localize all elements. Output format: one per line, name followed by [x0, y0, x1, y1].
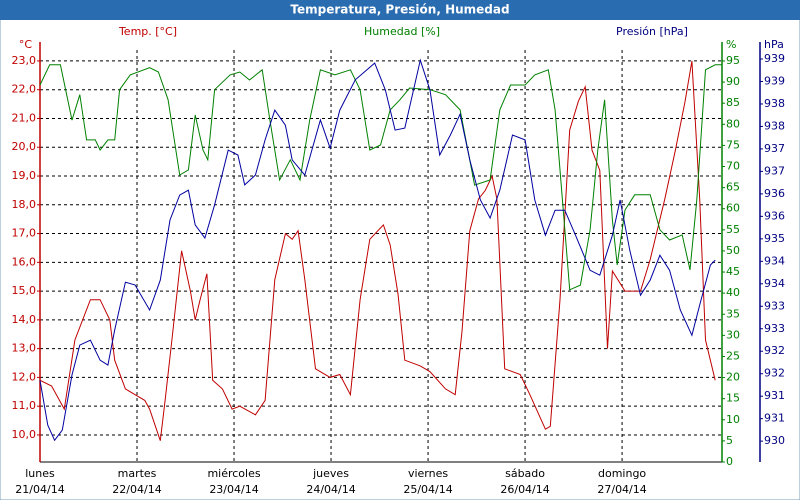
- x-tick-label: domingo: [598, 467, 646, 480]
- y-tick-label: 932: [764, 367, 785, 380]
- y-tick-label: 21,0: [12, 111, 37, 124]
- y-tick-label: 10: [726, 413, 740, 426]
- y-tick-label: 5: [726, 434, 733, 447]
- axis-unit: °C: [19, 38, 33, 51]
- y-tick-label: 13,0: [12, 342, 37, 355]
- y-tick-label: 939: [764, 74, 785, 87]
- y-tick-label: 934: [764, 277, 785, 290]
- x-tick-sublabel: 22/04/14: [112, 483, 161, 496]
- y-tick-label: 937: [764, 164, 785, 177]
- y-tick-label: 17,0: [12, 227, 37, 240]
- y-tick-label: 25: [726, 349, 740, 362]
- y-tick-label: 22,0: [12, 83, 37, 96]
- axis-title: Humedad [%]: [364, 25, 440, 38]
- y-tick-label: 15,0: [12, 284, 37, 297]
- axis-unit: %: [726, 38, 736, 51]
- y-tick-label: 20,0: [12, 140, 37, 153]
- y-tick-label: 80: [726, 117, 740, 130]
- y-tick-label: 12,0: [12, 370, 37, 383]
- y-tick-label: 35: [726, 307, 740, 320]
- y-tick-label: 11,0: [12, 399, 37, 412]
- y-tick-label: 939: [764, 52, 785, 65]
- title-bar: [0, 0, 800, 20]
- y-tick-label: 65: [726, 181, 740, 194]
- y-tick-label: 85: [726, 96, 740, 109]
- x-tick-label: miércoles: [207, 467, 260, 480]
- y-tick-label: 95: [726, 54, 740, 67]
- x-tick-label: jueves: [312, 467, 349, 480]
- y-tick-label: 936: [764, 187, 785, 200]
- chart-title: Temperatura, Presión, Humedad: [290, 3, 509, 17]
- y-tick-label: 931: [764, 389, 785, 402]
- y-tick-label: 14,0: [12, 313, 37, 326]
- x-tick-label: sábado: [505, 467, 545, 480]
- x-tick-label: viernes: [408, 467, 448, 480]
- y-tick-label: 40: [726, 286, 740, 299]
- x-tick-sublabel: 27/04/14: [597, 483, 646, 496]
- x-tick-sublabel: 26/04/14: [500, 483, 549, 496]
- x-tick-sublabel: 25/04/14: [403, 483, 452, 496]
- y-tick-label: 70: [726, 160, 740, 173]
- y-tick-label: 930: [764, 434, 785, 447]
- y-tick-label: 16,0: [12, 255, 37, 268]
- y-tick-label: 10,0: [12, 428, 37, 441]
- y-tick-label: 933: [764, 299, 785, 312]
- y-tick-label: 55: [726, 223, 740, 236]
- y-tick-label: 19,0: [12, 169, 37, 182]
- y-tick-label: 932: [764, 344, 785, 357]
- y-tick-label: 30: [726, 328, 740, 341]
- y-tick-label: 90: [726, 75, 740, 88]
- x-tick-sublabel: 24/04/14: [306, 483, 355, 496]
- y-tick-label: 933: [764, 322, 785, 335]
- axis-unit: hPa: [764, 38, 784, 51]
- data-line: [39, 58, 716, 442]
- y-tick-label: 60: [726, 202, 740, 215]
- axis-title: Presión [hPa]: [616, 25, 688, 38]
- axis-title: Temp. [°C]: [118, 25, 177, 38]
- y-tick-label: 20: [726, 371, 740, 384]
- y-tick-label: 931: [764, 412, 785, 425]
- x-tick-sublabel: 23/04/14: [209, 483, 258, 496]
- y-tick-label: 938: [764, 119, 785, 132]
- y-tick-label: 18,0: [12, 198, 37, 211]
- y-tick-label: 938: [764, 97, 785, 110]
- data-line: [39, 60, 716, 441]
- y-tick-label: 15: [726, 392, 740, 405]
- y-tick-label: 937: [764, 142, 785, 155]
- y-tick-label: 936: [764, 209, 785, 222]
- y-tick-label: 935: [764, 232, 785, 245]
- x-tick-label: lunes: [25, 467, 55, 480]
- y-tick-label: 23,0: [12, 54, 37, 67]
- x-tick-label: martes: [118, 467, 157, 480]
- y-tick-label: 50: [726, 244, 740, 257]
- y-tick-label: 75: [726, 138, 740, 151]
- y-tick-label: 934: [764, 254, 785, 267]
- data-line: [39, 64, 722, 291]
- x-tick-sublabel: 21/04/14: [15, 483, 64, 496]
- y-tick-label: 45: [726, 265, 740, 278]
- y-tick-label: 0: [726, 455, 733, 468]
